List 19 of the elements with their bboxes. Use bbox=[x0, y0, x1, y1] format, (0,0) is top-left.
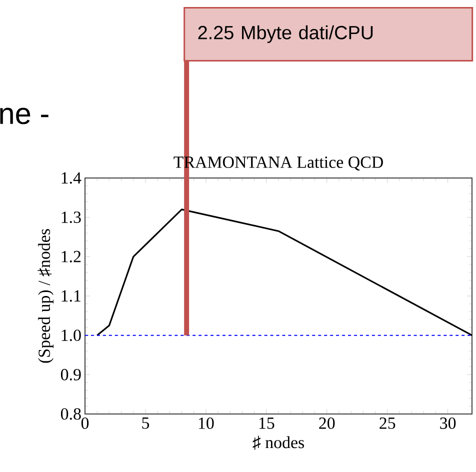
y-tick-label: 1.0 bbox=[62, 330, 81, 342]
x-tick-label: 5 bbox=[142, 418, 150, 429]
x-tick-label: 10 bbox=[198, 418, 214, 429]
y-tick-label: 0.8 bbox=[60, 408, 81, 420]
y-tick-label: 0.9 bbox=[60, 368, 81, 380]
x-axis-title: ♯ nodes bbox=[252, 436, 304, 450]
x-tick-label: 25 bbox=[380, 418, 396, 429]
line-series bbox=[96, 208, 473, 336]
x-tick-label: 20 bbox=[319, 418, 335, 429]
ref-line-label: 2.25 Mbyte dati/CPU bbox=[198, 25, 373, 44]
y-tick-label: 1.4 bbox=[62, 172, 82, 184]
x-tick-label: 30 bbox=[440, 418, 456, 429]
y-axis-title: (Speed up) / ♯nodes bbox=[38, 229, 54, 363]
x-tick-label: 15 bbox=[259, 418, 274, 429]
y-tick-label: 1.2 bbox=[62, 250, 81, 262]
x-tick-label: 0 bbox=[81, 418, 89, 429]
text: ne - bbox=[0, 108, 48, 124]
y-tick-label: 1.3 bbox=[62, 212, 81, 224]
y-tick-label: 1.1 bbox=[62, 290, 80, 302]
